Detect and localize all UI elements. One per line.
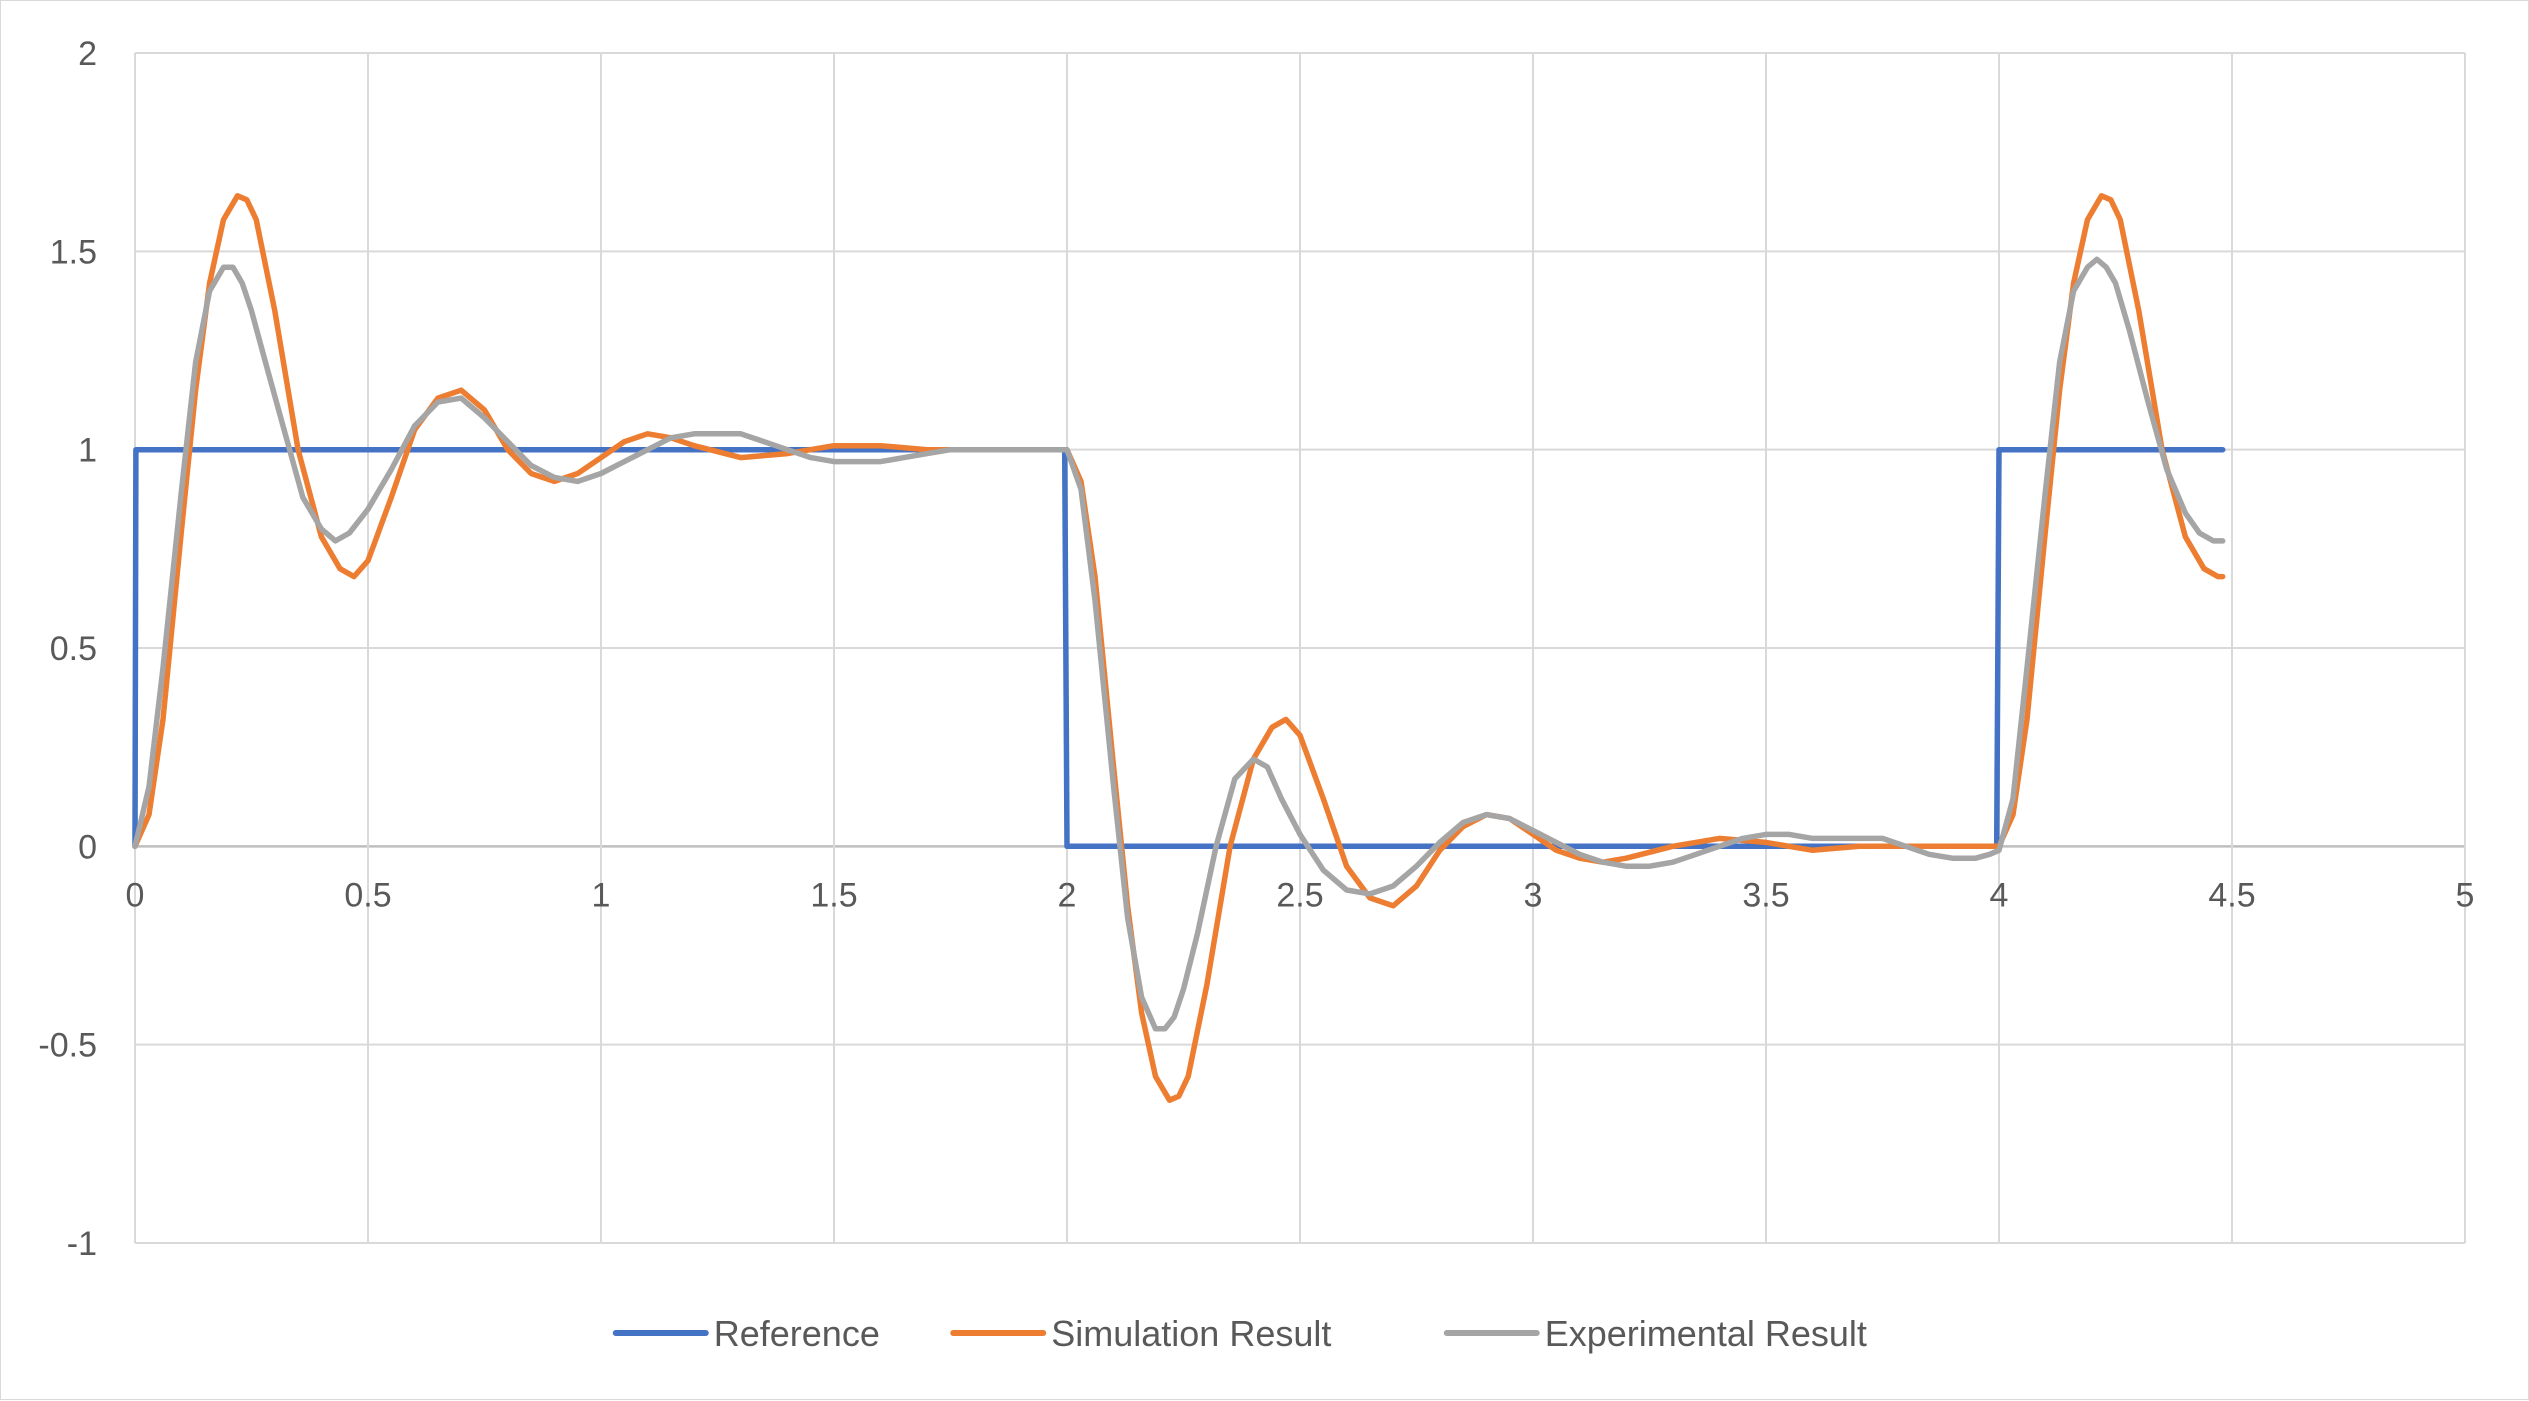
y-tick-label: 0 [78, 828, 97, 866]
x-tick-label: 2 [1058, 876, 1077, 914]
y-tick-label: 1.5 [50, 233, 97, 271]
series-lines [132, 193, 2226, 1103]
series-line-reference [132, 446, 2226, 850]
y-tick-label: -0.5 [38, 1027, 97, 1065]
legend: Reference Simulation Result Experimental R… [612, 1313, 1867, 1354]
y-tick-label: 2 [78, 35, 97, 73]
y-tick-label: -1 [67, 1225, 97, 1263]
x-tick-label: 0.5 [344, 876, 391, 914]
legend-label-simulation-result: Simulation Result [1051, 1313, 1331, 1354]
x-tick-label: 1.5 [810, 876, 857, 914]
x-tick-label: 2.5 [1276, 876, 1323, 914]
x-tick-label: 3.5 [1742, 876, 1789, 914]
x-tick-label: 5 [2456, 876, 2475, 914]
x-tick-label: 1 [592, 876, 611, 914]
legend-label-experimental-result: Experimental Result [1545, 1313, 1867, 1354]
series-line-experimental-result [132, 256, 2226, 1032]
x-tick-label: 0 [126, 876, 145, 914]
x-tick-labels: 0 0.5 1 1.5 2 2.5 3 3.5 4 4.5 5 [126, 876, 2475, 914]
gridlines [134, 52, 2466, 1244]
x-tick-label: 4 [1990, 876, 2009, 914]
y-tick-label: 1 [78, 432, 97, 470]
x-tick-label: 4.5 [2208, 876, 2255, 914]
y-tick-label: 0.5 [50, 630, 97, 668]
y-tick-labels: -1 -0.5 0 0.5 1 1.5 2 [38, 35, 97, 1263]
x-tick-label: 3 [1524, 876, 1543, 914]
legend-label-reference: Reference [714, 1313, 880, 1354]
